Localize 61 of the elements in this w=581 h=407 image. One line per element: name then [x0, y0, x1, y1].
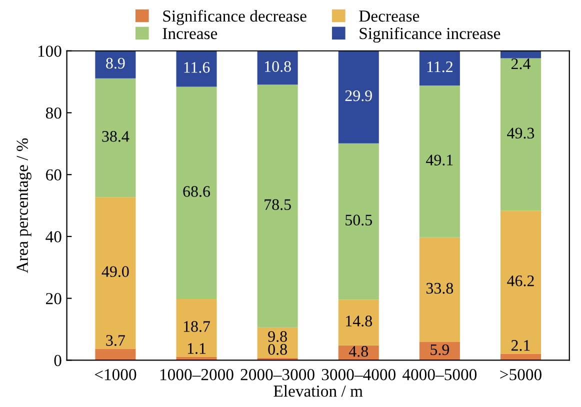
y-tick-label: 100 [38, 46, 62, 57]
text: 11.2 [427, 61, 452, 72]
bar [257, 84, 298, 328]
text: 4.8 [348, 346, 368, 357]
text: 11.6 [184, 62, 210, 73]
text: 9.8 [268, 331, 287, 342]
text: 78.5 [264, 199, 291, 210]
legend-label: Decrease [359, 10, 420, 22]
bar [257, 51, 298, 85]
text: 33.8 [426, 282, 454, 294]
x-tick-label: 1000–2000 [160, 369, 234, 380]
bar [176, 50, 217, 87]
y-tick-label: 20 [46, 293, 62, 304]
text: 2.4 [511, 58, 530, 70]
y-tick-label: 0 [54, 354, 62, 366]
y-tick-label: 80 [46, 107, 62, 119]
legend-label: Significance decrease [163, 10, 306, 26]
bar [176, 298, 217, 357]
bar [338, 50, 379, 144]
bar [176, 86, 217, 299]
x-tick-label: <1000 [94, 369, 136, 380]
text: 5.9 [430, 344, 450, 356]
text: 49.0 [102, 266, 129, 278]
text: 49.1 [426, 154, 453, 166]
text: 46.2 [507, 276, 534, 286]
text: 18.7 [184, 321, 210, 332]
bar [419, 50, 460, 86]
bar [95, 348, 136, 360]
text: 10.8 [264, 61, 291, 72]
legend-label: Significance increase [360, 27, 500, 43]
y-tick-label: 60 [46, 169, 62, 181]
bar [500, 354, 542, 360]
x-tick-label: 2000–3000 [240, 369, 314, 380]
bar [419, 86, 460, 238]
text: 1.1 [188, 343, 206, 354]
x-axis-title: Elevation / m [274, 385, 363, 397]
bar [500, 58, 542, 211]
bar [500, 50, 542, 58]
bar [338, 300, 379, 346]
text: 0.8 [268, 344, 287, 355]
bar [338, 143, 379, 300]
text: 14.8 [346, 316, 372, 327]
x-tick-label: 3000–4000 [322, 369, 396, 380]
text: 50.5 [346, 214, 372, 226]
bar [95, 197, 136, 349]
bar [95, 50, 136, 78]
bar [500, 210, 542, 354]
bar [419, 237, 460, 342]
y-axis-title: Area percentage / % [16, 138, 32, 274]
text: 8.9 [106, 58, 125, 69]
x-tick-label: >5000 [500, 369, 542, 380]
text: 38.4 [102, 131, 130, 142]
text: 29.9 [345, 90, 372, 102]
x-tick-label: 4000–5000 [402, 369, 477, 380]
bar [95, 78, 136, 198]
text: 49.3 [507, 128, 534, 139]
text: 68.6 [183, 186, 210, 197]
legend-label: Increase [162, 28, 218, 40]
y-tick-label: 40 [46, 231, 62, 242]
text: 3.7 [106, 335, 125, 346]
text: 2.1 [511, 340, 530, 351]
